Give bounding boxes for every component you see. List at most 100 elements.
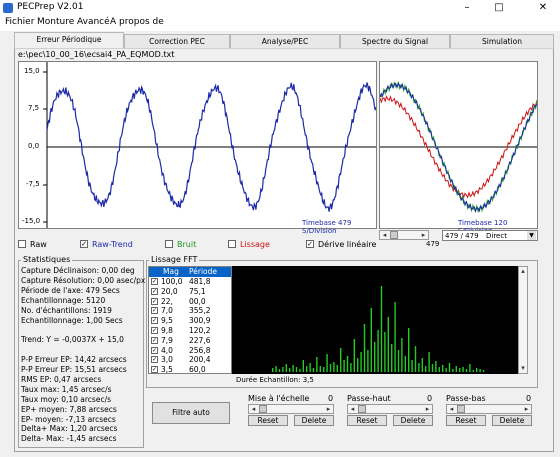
fft-item-checkbox[interactable]: ✓	[151, 366, 158, 374]
tab-erreur-periodique[interactable]: Erreur Périodique	[14, 32, 124, 48]
tab-spectre[interactable]: Spectre du Signal	[340, 34, 450, 48]
fft-item-checkbox[interactable]: ✓	[151, 278, 158, 285]
delete-passe-bas-button[interactable]: Delete	[492, 415, 532, 426]
spectrum-bar	[465, 369, 468, 372]
fft-item-checkbox[interactable]: ✓	[151, 317, 158, 325]
spectrum-bar	[363, 324, 366, 372]
tab-analyse-pec[interactable]: Analyse/PEC	[230, 34, 340, 48]
fft-item-period: 120,2	[189, 326, 211, 335]
fft-item-period: 200,4	[189, 355, 211, 365]
slider-thumb[interactable]	[358, 405, 366, 413]
spectrum-bar	[346, 356, 349, 372]
fft-list-item[interactable]: ✓ 3,0 200,4	[149, 355, 231, 365]
fft-item-mag: 100,0	[161, 277, 183, 286]
slider-passe-bas[interactable]: ◂ ▸	[446, 404, 532, 414]
scroll-up-arrow[interactable]: ▴	[521, 267, 525, 275]
slider-passe-haut[interactable]: ◂ ▸	[347, 404, 433, 414]
side-scrollbar[interactable]: ◂ ▸	[379, 230, 429, 240]
tab-simulation[interactable]: Simulation	[450, 34, 554, 48]
slider-value-passe-bas: 0	[526, 394, 532, 403]
fft-list-item[interactable]: ✓ 7,0 355,2	[149, 306, 231, 316]
spectrum-bar	[394, 302, 396, 372]
derive-checkbox[interactable]: ✓	[306, 240, 314, 248]
fft-item-checkbox[interactable]: ✓	[151, 287, 158, 295]
spectrum-bar	[302, 360, 304, 372]
stats-row: No. d'échantillons: 1919	[21, 305, 112, 315]
stats-row: RMS EP: 0,47 arcsecs	[21, 374, 102, 384]
stats-row: EP- moyen: -7,13 arcsecs	[21, 414, 116, 424]
slider-left-arrow[interactable]: ◂	[251, 405, 256, 413]
fft-list[interactable]: Mag Période ✓ 100,0 481,8 ✓ 20,0 75,1 ✓ 22, 00,0 ✓ 7…	[148, 266, 232, 374]
menu-monture[interactable]: Monture	[37, 17, 75, 27]
reset-passe-haut-button[interactable]: Reset	[347, 415, 387, 426]
spectrum-bar	[448, 363, 451, 372]
raw-trend-checkbox[interactable]: ✓	[80, 240, 88, 248]
fft-item-mag: 7,0	[161, 306, 173, 316]
slider-right-arrow[interactable]: ▸	[326, 405, 331, 413]
spectrum-bar	[340, 348, 342, 372]
fft-list-item[interactable]: ✓ 3,5 60,0	[149, 365, 231, 375]
fft-item-checkbox[interactable]: ✓	[151, 297, 158, 305]
slider-label-echelle: Mise à l'échelle	[248, 394, 310, 403]
menu-avance[interactable]: Avancé	[77, 17, 110, 27]
scroll-left-arrow[interactable]: ◂	[382, 231, 387, 239]
fft-item-checkbox[interactable]: ✓	[151, 307, 158, 315]
fft-item-checkbox[interactable]: ✓	[151, 336, 158, 344]
derive-label: Dérive linéaire	[318, 240, 377, 249]
slider-thumb[interactable]	[259, 405, 267, 413]
slider-right-arrow[interactable]: ▸	[524, 405, 529, 413]
reset-passe-bas-button[interactable]: Reset	[446, 415, 486, 426]
stats-row: Taux max: 1,45 arcsec/s	[21, 384, 112, 394]
timebase-combo[interactable]: 479 / 479 Direct ▼	[442, 230, 538, 241]
slider-thumb[interactable]	[457, 405, 465, 413]
fft-list-item[interactable]: ✓ 4,0 256,8	[149, 346, 231, 356]
delete-passe-haut-button[interactable]: Delete	[393, 415, 433, 426]
fft-list-item[interactable]: ✓ 9,8 120,2	[149, 326, 231, 336]
fft-item-checkbox[interactable]: ✓	[151, 327, 158, 334]
spectrum-vscroll[interactable]: ▴ ▾	[518, 266, 528, 374]
fft-list-header[interactable]: Mag Période	[149, 267, 231, 277]
fft-item-period: 75,1	[189, 286, 206, 296]
close-button[interactable]: ✕	[538, 2, 548, 13]
menu-fichier[interactable]: Fichier	[5, 17, 35, 27]
lissage-title: Lissage FFT	[149, 255, 200, 264]
menu-a-propos[interactable]: A propos de	[110, 17, 164, 27]
delete-echelle-button[interactable]: Delete	[294, 415, 334, 426]
slider-left-arrow[interactable]: ◂	[449, 405, 454, 413]
fft-list-item[interactable]: ✓ 22, 00,0	[149, 297, 231, 307]
spectrum-panel	[232, 266, 518, 374]
fft-item-checkbox[interactable]: ✓	[151, 346, 158, 354]
fft-item-mag: 4,0	[161, 345, 173, 355]
spectrum-bar	[401, 338, 403, 372]
slider-right-arrow[interactable]: ▸	[425, 405, 430, 413]
stats-row: Période de l'axe: 479 Secs	[21, 285, 120, 295]
spectrum-bar	[482, 370, 485, 372]
fft-list-item[interactable]: ✓ 7,9 227,6	[149, 336, 231, 346]
fft-list-item[interactable]: ✓ 100,0 481,8	[149, 277, 231, 287]
raw-checkbox[interactable]	[18, 240, 26, 248]
fft-list-item[interactable]: ✓ 20,0 75,1	[149, 287, 231, 297]
tab-correction-pec[interactable]: Correction PEC	[124, 34, 230, 48]
slider-echelle[interactable]: ◂ ▸	[248, 404, 334, 414]
filtre-auto-button[interactable]: Filtre auto	[152, 402, 230, 424]
side-graph[interactable]: Timebase 120 S/Division	[379, 61, 538, 235]
scroll-down-arrow[interactable]: ▾	[521, 364, 525, 372]
scroll-right-arrow[interactable]: ▸	[421, 231, 426, 239]
bruit-checkbox[interactable]	[165, 240, 173, 248]
minimize-button[interactable]: –	[464, 2, 470, 13]
fft-item-mag: 9,8	[161, 326, 173, 335]
scroll-thumb[interactable]	[390, 231, 398, 239]
raw-label: Raw	[30, 240, 47, 249]
spectrum-bar	[442, 365, 444, 372]
fft-list-item[interactable]: ✓ 9,5 300,9	[149, 316, 231, 326]
slider-left-arrow[interactable]: ◂	[350, 405, 355, 413]
reset-echelle-button[interactable]: Reset	[248, 415, 288, 426]
spectrum-bar	[323, 367, 325, 372]
spectrum-bar	[438, 367, 440, 372]
maximize-button[interactable]: □	[494, 2, 504, 13]
chevron-down-icon[interactable]: ▼	[527, 231, 536, 240]
main-graph[interactable]: 15,0 7,5 0,0 -7,5 -15,0 Timebase 479 S/D…	[18, 61, 377, 235]
fft-item-checkbox[interactable]: ✓	[151, 356, 158, 364]
lissage-checkbox[interactable]	[228, 240, 236, 248]
lissage-label: Lissage	[240, 240, 270, 249]
